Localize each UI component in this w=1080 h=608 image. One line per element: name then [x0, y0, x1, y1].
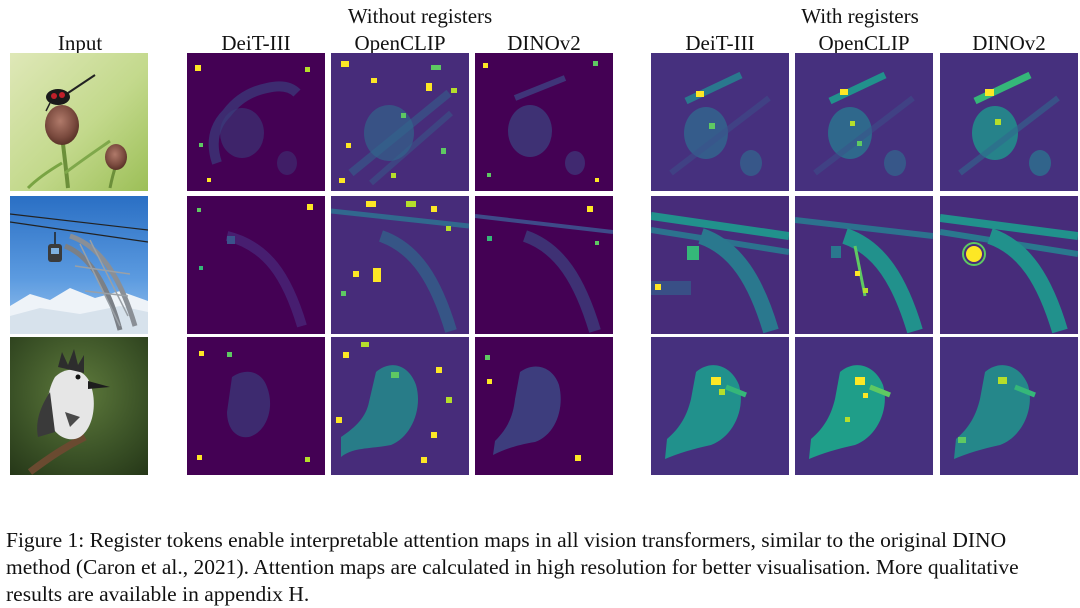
- attention-map-openclip-without-registers-row2: [331, 196, 469, 334]
- column-title-dinov2-with: DINOv2: [972, 31, 1046, 55]
- attention-map-dinov2-without-registers-row1: [475, 53, 613, 191]
- attention-map-openclip-with-registers-row2: [795, 196, 933, 334]
- column-title-input: Input: [57, 31, 103, 55]
- column-title-openclip-without: OpenCLIP: [354, 31, 446, 55]
- group-title-with-registers: With registers: [801, 4, 919, 28]
- figure-1: Without registers With registers Input D…: [10, 4, 1078, 475]
- attention-map-deit-iii-with-registers-row1: [651, 53, 789, 191]
- column-title-openclip-with: OpenCLIP: [818, 31, 910, 55]
- input-image-cable-car-pylon: [10, 196, 148, 334]
- attention-map-deit-iii-without-registers-row2: [187, 196, 325, 334]
- figure-caption: Figure 1: Register tokens enable interpr…: [6, 527, 1019, 606]
- attention-map-dinov2-with-registers-row3: [940, 337, 1078, 475]
- attention-map-dinov2-with-registers-row1: [940, 53, 1078, 191]
- column-title-dinov2-without: DINOv2: [507, 31, 581, 55]
- column-title-deit-iii-with: DeiT-III: [685, 31, 755, 55]
- attention-map-dinov2-without-registers-row3: [475, 337, 613, 475]
- group-title-without-registers: Without registers: [347, 4, 493, 28]
- attention-map-openclip-with-registers-row3: [795, 337, 933, 475]
- input-image-kingfisher: [10, 337, 148, 475]
- attention-map-deit-iii-without-registers-row1: [187, 53, 325, 191]
- column-title-deit-iii-without: DeiT-III: [221, 31, 291, 55]
- attention-map-dinov2-without-registers-row2: [475, 196, 613, 334]
- attention-map-openclip-without-registers-row3: [331, 337, 469, 475]
- attention-map-deit-iii-with-registers-row2: [651, 196, 789, 334]
- input-image-bird-on-flower: [10, 53, 148, 191]
- attention-map-dinov2-with-registers-row2: [940, 196, 1078, 334]
- attention-map-deit-iii-without-registers-row3: [187, 337, 325, 475]
- attention-map-deit-iii-with-registers-row3: [651, 337, 789, 475]
- attention-map-openclip-with-registers-row1: [795, 53, 933, 191]
- attention-map-openclip-without-registers-row1: [331, 53, 469, 191]
